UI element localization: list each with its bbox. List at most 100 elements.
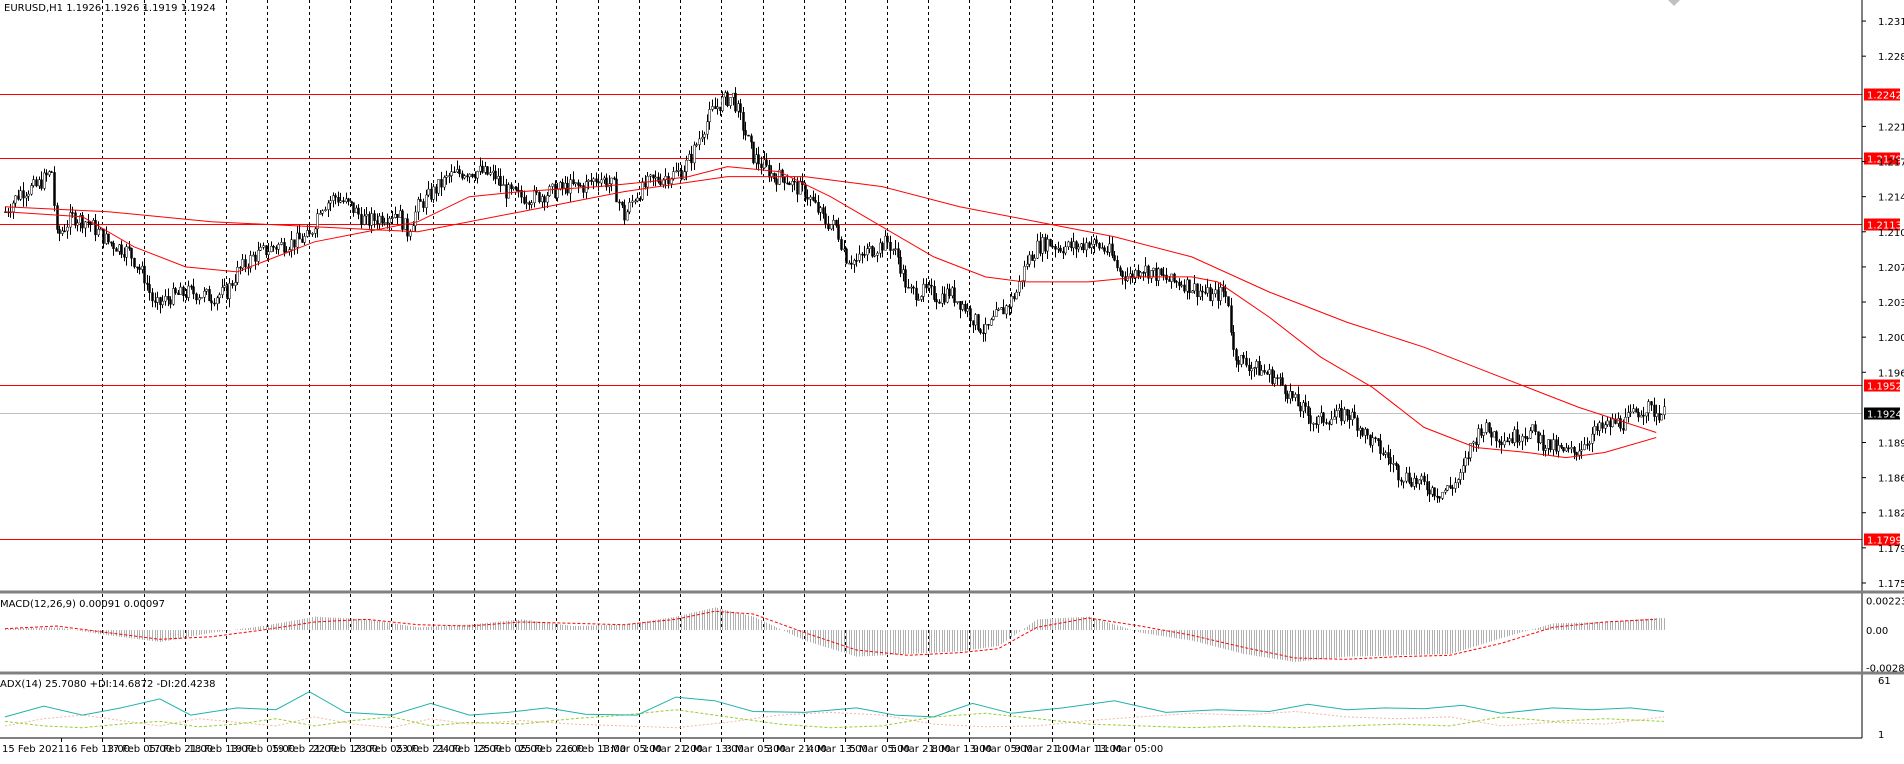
candle-body <box>1204 291 1207 294</box>
candle-body <box>613 177 616 180</box>
price-tick-label: 1.1790 <box>1878 544 1904 555</box>
candle-body <box>440 179 443 188</box>
time-label: 8 Mar 13:00 <box>932 744 992 755</box>
candle-body <box>1462 465 1465 473</box>
candle-body <box>1653 404 1656 417</box>
candle-body <box>1309 415 1312 424</box>
candle-body <box>391 217 394 219</box>
price-tick-label: 1.2315 <box>1878 17 1904 28</box>
time-label: 3 Mar 21:00 <box>767 744 827 755</box>
candle-body <box>334 195 337 198</box>
candle-body <box>1609 420 1612 427</box>
candle-body <box>301 238 304 243</box>
symbol-header: EURUSD,H1 1.1926 1.1926 1.1919 1.1924 <box>4 3 216 14</box>
candle-body <box>1245 357 1248 366</box>
candle-body <box>1583 444 1586 450</box>
candle-body <box>1593 426 1596 435</box>
candle-body <box>1537 431 1540 444</box>
time-label: 19 Feb 05:00 <box>230 744 296 755</box>
candle-body <box>167 296 170 300</box>
candle-body <box>1423 475 1426 482</box>
candle-body <box>1098 243 1101 249</box>
candle-body <box>502 184 505 187</box>
candle-body <box>120 244 123 255</box>
candle-body <box>1645 412 1648 417</box>
candle-body <box>1139 272 1142 277</box>
candle-body <box>832 219 835 225</box>
candle-body <box>984 324 987 334</box>
candle-body <box>1010 295 1013 308</box>
candle-body <box>703 133 706 138</box>
ma-fast-line <box>4 166 1657 459</box>
candle-body <box>161 300 164 305</box>
candle-body <box>840 239 843 250</box>
candle-body <box>1113 255 1116 261</box>
time-label: 10 Mar 13:00 <box>1056 744 1123 755</box>
candle-body <box>1315 423 1318 425</box>
candle-body <box>1240 355 1243 365</box>
candle-body <box>1064 246 1067 254</box>
candle-body <box>541 196 544 203</box>
candle-body <box>1129 273 1132 277</box>
candle-body <box>1552 439 1555 450</box>
candle-body <box>306 230 309 237</box>
candle-body <box>1588 443 1591 445</box>
candle-body <box>858 253 861 261</box>
candle-body <box>394 213 397 218</box>
candle-body <box>1279 377 1282 379</box>
candle-body <box>812 196 815 201</box>
chart-shift-marker-icon[interactable] <box>1668 0 1680 6</box>
candle-body <box>995 309 998 317</box>
candle-body <box>327 202 330 210</box>
candle-body <box>755 154 758 164</box>
candle-body <box>50 171 53 173</box>
candle-body <box>1090 244 1093 248</box>
candle-body <box>752 141 755 164</box>
candle-body <box>1495 431 1498 442</box>
candle-body <box>494 170 497 180</box>
candle-body <box>257 250 260 262</box>
candle-body <box>698 138 701 145</box>
time-label: 1 Mar 05:00 <box>602 744 662 755</box>
candle-body <box>1286 393 1289 399</box>
candle-body <box>1085 242 1088 251</box>
candle-body <box>894 248 897 250</box>
candle-body <box>298 232 301 240</box>
candle-body <box>688 153 691 161</box>
candle-body <box>1144 265 1147 273</box>
candle-body <box>799 181 802 195</box>
candle-body <box>133 258 136 268</box>
candle-body <box>1206 287 1209 294</box>
candle-body <box>1524 435 1527 439</box>
candle-body <box>1619 418 1622 429</box>
candle-body <box>63 230 66 233</box>
candle-body <box>1637 411 1640 418</box>
adx-panel[interactable] <box>0 675 1862 738</box>
candle-body <box>1077 246 1080 250</box>
candle-body <box>739 103 742 113</box>
candle-body <box>1260 370 1263 376</box>
candle-body <box>311 233 314 235</box>
candle-body <box>1281 377 1284 386</box>
price-tick-label: 1.1965 <box>1878 368 1904 379</box>
candle-body <box>1526 437 1529 440</box>
main-price-panel[interactable] <box>0 0 1862 592</box>
candle-body <box>1395 463 1398 466</box>
time-label: 1 Mar 21:00 <box>643 744 703 755</box>
candle-body <box>1578 450 1581 456</box>
time-label: 15 Feb 2021 <box>2 744 64 755</box>
candle-body <box>118 244 121 252</box>
candle-body <box>213 302 216 305</box>
candle-body <box>1168 279 1171 282</box>
candle-body <box>1152 267 1155 271</box>
candle-body <box>1178 281 1181 286</box>
candle-body <box>569 179 572 194</box>
candle-body <box>907 287 910 289</box>
candle-body <box>89 222 92 225</box>
candle-body <box>915 287 918 300</box>
candle-body <box>461 173 464 179</box>
candle-body <box>1606 420 1609 425</box>
candle-body <box>1346 409 1349 416</box>
